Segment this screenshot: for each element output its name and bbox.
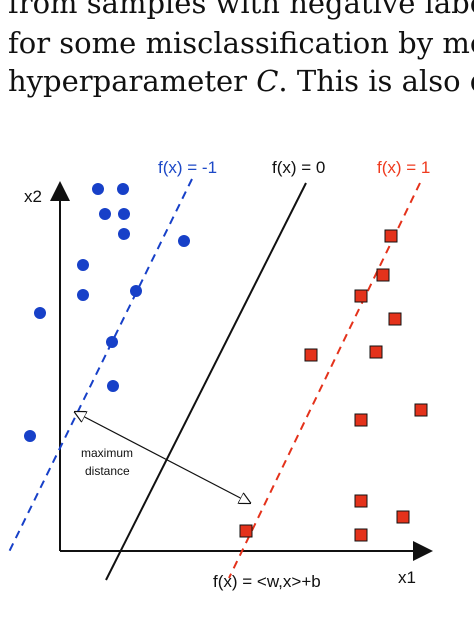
negative-sample-point bbox=[99, 208, 111, 220]
positive-samples bbox=[239, 229, 428, 542]
x1-axis-label: x1 bbox=[398, 568, 416, 587]
negative-margin-label: f(x) = -1 bbox=[158, 158, 217, 177]
paper-excerpt: from samples with negative labels ( for … bbox=[0, 0, 474, 125]
decision-boundary-line bbox=[105, 182, 307, 581]
negative-samples bbox=[24, 183, 190, 442]
svm-diagram: f(x) = -1 f(x) = 0 f(x) = 1 x2 x1 f(x) =… bbox=[0, 125, 474, 627]
negative-sample-point bbox=[117, 183, 129, 195]
positive-sample-point bbox=[369, 345, 383, 359]
text-line-2: for some misclassification by means bbox=[8, 26, 474, 60]
positive-sample-point bbox=[239, 524, 253, 538]
negative-sample-point bbox=[106, 336, 118, 348]
text-line-1: from samples with negative labels ( bbox=[8, 0, 474, 20]
negative-sample-point bbox=[178, 235, 190, 247]
negative-sample-point bbox=[118, 208, 130, 220]
negative-sample-point bbox=[24, 430, 36, 442]
negative-sample-point bbox=[77, 259, 89, 271]
positive-sample-point bbox=[354, 289, 368, 303]
svm-diagram-svg: f(x) = -1 f(x) = 0 f(x) = 1 x2 x1 f(x) =… bbox=[6, 158, 433, 591]
negative-sample-point bbox=[77, 289, 89, 301]
positive-sample-point bbox=[354, 413, 368, 427]
negative-margin-line bbox=[6, 178, 193, 557]
hyperparameter-symbol: C bbox=[256, 64, 279, 98]
text-line-3-suffix: . This is also dep bbox=[278, 64, 474, 98]
positive-sample-point bbox=[384, 229, 398, 243]
maximum-distance-arrow bbox=[75, 412, 250, 503]
positive-sample-point bbox=[388, 312, 402, 326]
positive-sample-point bbox=[396, 510, 410, 524]
negative-sample-point bbox=[34, 307, 46, 319]
negative-sample-point bbox=[107, 380, 119, 392]
positive-sample-point bbox=[376, 268, 390, 282]
negative-sample-point bbox=[130, 285, 142, 297]
maximum-label: maximum bbox=[81, 446, 133, 460]
negative-sample-point bbox=[92, 183, 104, 195]
positive-sample-point bbox=[354, 494, 368, 508]
positive-sample-point bbox=[414, 403, 428, 417]
distance-label: distance bbox=[85, 464, 130, 478]
text-line-3-prefix: hyperparameter bbox=[8, 64, 257, 98]
positive-sample-point bbox=[354, 528, 368, 542]
positive-sample-point bbox=[304, 348, 318, 362]
negative-sample-point bbox=[118, 228, 130, 240]
positive-margin-label: f(x) = 1 bbox=[377, 158, 430, 177]
x2-axis-label: x2 bbox=[24, 187, 42, 206]
text-line-3: hyperparameter C. This is also dep bbox=[8, 61, 474, 101]
positive-margin-line bbox=[228, 182, 421, 579]
equation-label: f(x) = <w,x>+b bbox=[213, 572, 321, 591]
decision-boundary-label: f(x) = 0 bbox=[272, 158, 325, 177]
